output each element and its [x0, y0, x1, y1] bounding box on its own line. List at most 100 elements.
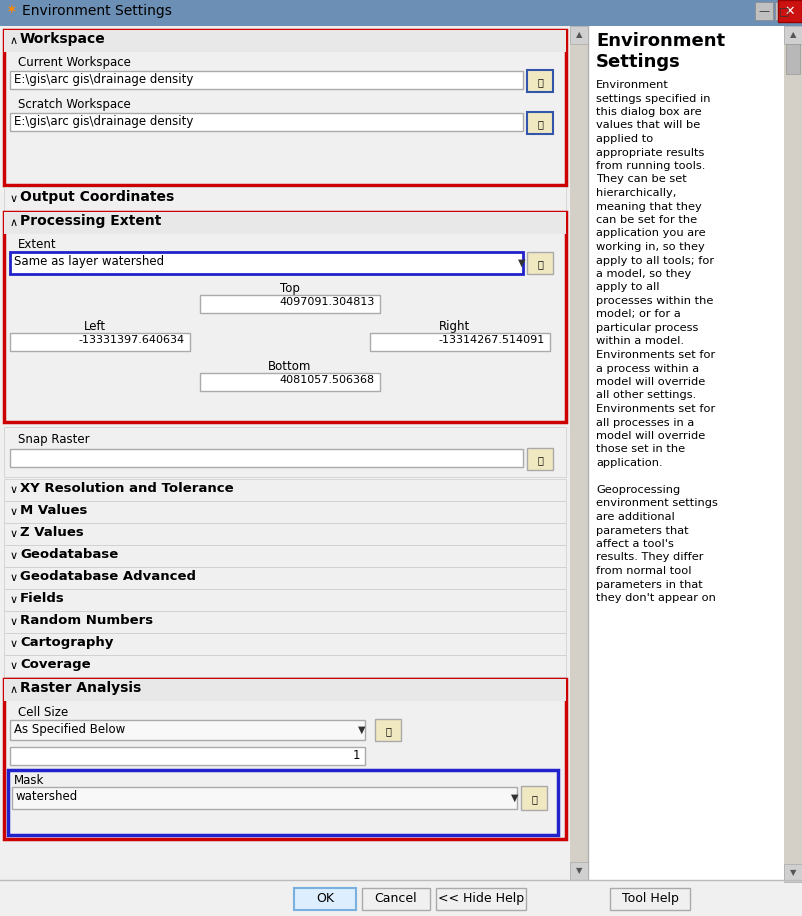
- Text: parameters that: parameters that: [596, 526, 689, 536]
- Bar: [10, 747, 365, 765]
- Text: ▲: ▲: [576, 30, 582, 39]
- Bar: [4, 589, 566, 611]
- Bar: [10, 71, 523, 89]
- Text: Environments set for: Environments set for: [596, 350, 715, 360]
- Bar: [4, 187, 566, 211]
- Bar: [10, 449, 523, 467]
- Text: M Values: M Values: [20, 504, 87, 517]
- Text: 🗁: 🗁: [531, 794, 537, 804]
- Text: Z Values: Z Values: [20, 526, 83, 539]
- Bar: [4, 30, 566, 52]
- Bar: [786, 44, 800, 74]
- Bar: [527, 448, 553, 470]
- Text: Left: Left: [84, 320, 106, 333]
- Text: ▼: ▼: [576, 867, 582, 876]
- Bar: [4, 655, 566, 677]
- Text: Snap Raster: Snap Raster: [18, 433, 90, 446]
- Text: Raster Analysis: Raster Analysis: [20, 681, 141, 695]
- Text: apply to all tools; for: apply to all tools; for: [596, 256, 714, 266]
- Text: environment settings: environment settings: [596, 498, 718, 508]
- Text: are additional: are additional: [596, 512, 674, 522]
- Text: model; or for a: model; or for a: [596, 310, 681, 320]
- Text: Right: Right: [439, 320, 471, 333]
- Bar: [527, 70, 553, 92]
- Text: from running tools.: from running tools.: [596, 161, 706, 171]
- Text: hierarchically,: hierarchically,: [596, 188, 676, 198]
- Text: ∨: ∨: [10, 617, 18, 627]
- Text: -13331397.640634: -13331397.640634: [79, 335, 185, 345]
- Bar: [588, 26, 784, 882]
- Text: Geodatabase Advanced: Geodatabase Advanced: [20, 570, 196, 583]
- Text: ▲: ▲: [790, 30, 796, 39]
- Bar: [778, 0, 802, 22]
- Bar: [4, 679, 566, 839]
- Bar: [10, 720, 365, 740]
- Bar: [784, 26, 802, 44]
- Bar: [370, 333, 550, 351]
- Text: Same as layer watershed: Same as layer watershed: [14, 255, 164, 268]
- Text: Environment Settings: Environment Settings: [22, 4, 172, 18]
- Text: 1: 1: [353, 749, 360, 762]
- Text: —: —: [759, 6, 770, 16]
- Text: Environments set for: Environments set for: [596, 404, 715, 414]
- Text: ✶: ✶: [6, 3, 18, 17]
- Bar: [10, 252, 523, 274]
- Bar: [0, 0, 802, 26]
- Text: Cartography: Cartography: [20, 636, 113, 649]
- Bar: [4, 611, 566, 633]
- Text: Coverage: Coverage: [20, 658, 91, 671]
- Text: They can be set: They can be set: [596, 175, 687, 184]
- Bar: [521, 786, 547, 810]
- Text: 🗁: 🗁: [385, 726, 391, 736]
- Bar: [570, 26, 588, 882]
- Text: within a model.: within a model.: [596, 336, 684, 346]
- Text: ∨: ∨: [10, 194, 18, 204]
- Text: apply to all: apply to all: [596, 282, 659, 292]
- Text: 4097091.304813: 4097091.304813: [280, 297, 375, 307]
- Text: all other settings.: all other settings.: [596, 390, 696, 400]
- Bar: [784, 26, 802, 882]
- Text: can be set for the: can be set for the: [596, 215, 697, 225]
- Bar: [775, 2, 793, 20]
- Text: model will override: model will override: [596, 377, 705, 387]
- Text: model will override: model will override: [596, 431, 705, 441]
- Bar: [4, 633, 566, 655]
- Text: ▼: ▼: [511, 793, 519, 803]
- Text: particular process: particular process: [596, 323, 699, 333]
- Text: Geodatabase: Geodatabase: [20, 548, 118, 561]
- Bar: [294, 888, 356, 910]
- Bar: [0, 880, 802, 916]
- Bar: [436, 888, 526, 910]
- Bar: [755, 2, 773, 20]
- Bar: [4, 567, 566, 589]
- Bar: [4, 501, 566, 523]
- Text: 🗁: 🗁: [537, 455, 543, 465]
- Bar: [527, 252, 553, 274]
- Text: ∧: ∧: [10, 36, 18, 46]
- Text: results. They differ: results. They differ: [596, 552, 703, 562]
- Bar: [200, 295, 380, 313]
- Text: Workspace: Workspace: [20, 32, 106, 46]
- Text: 🗁: 🗁: [537, 119, 543, 129]
- Text: applied to: applied to: [596, 134, 654, 144]
- Bar: [527, 112, 553, 134]
- Bar: [12, 787, 517, 809]
- Text: Tool Help: Tool Help: [622, 892, 678, 905]
- Text: ∧: ∧: [10, 685, 18, 695]
- Text: Processing Extent: Processing Extent: [20, 214, 161, 228]
- Text: □: □: [779, 6, 789, 16]
- Text: affect a tool's: affect a tool's: [596, 539, 674, 549]
- Text: Fields: Fields: [20, 592, 65, 605]
- Text: ▼: ▼: [790, 868, 796, 878]
- Text: a process within a: a process within a: [596, 364, 699, 374]
- Text: settings specified in: settings specified in: [596, 93, 711, 104]
- Text: ▼: ▼: [518, 258, 526, 268]
- Text: Top: Top: [280, 282, 300, 295]
- Bar: [375, 719, 401, 741]
- Bar: [570, 26, 588, 44]
- Text: parameters in that: parameters in that: [596, 580, 703, 590]
- Bar: [4, 479, 566, 501]
- Bar: [4, 679, 566, 701]
- Text: Output Coordinates: Output Coordinates: [20, 190, 174, 204]
- Text: Bottom: Bottom: [269, 360, 312, 373]
